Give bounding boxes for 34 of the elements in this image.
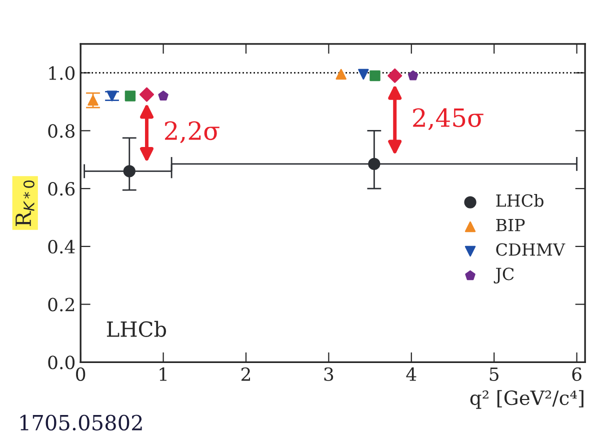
point [106,90,118,102]
y-tick-label: 0.6 [48,182,75,196]
x-axis-title: q² [GeV²/c⁴] [470,390,584,409]
legend-label: LHCb [496,194,544,207]
annotation: LHCb [106,320,166,338]
y-tick-label: 0.0 [48,356,75,370]
point [158,90,168,100]
x-tick-label: 4 [406,367,416,381]
point [358,68,369,80]
point [370,70,380,82]
legend-label: JC [494,268,514,284]
y-tick-label: 0.2 [48,298,74,312]
x-tick-label: 1 [160,367,166,381]
x-tick-label: 0 [76,367,86,382]
x-tick-label: 3 [324,367,334,382]
x-tick-label: 2 [241,367,250,381]
x-tick-label: 6 [572,367,582,382]
y-tick-label: 0.8 [48,124,75,138]
point [368,158,380,170]
point [123,165,136,178]
text: 1705.05802 [20,414,142,431]
annotation: 2,45σ [413,108,484,130]
y-tick-label: 0.4 [48,240,75,254]
y-tick-label: 1.0 [49,66,75,80]
point [408,70,418,80]
y-axis-title: R$_{K*0}$ [16,180,34,226]
point [124,90,136,102]
point [139,87,154,102]
x-tick-label: 5 [490,368,498,382]
annotation: 2,2σ [164,121,220,144]
point [388,68,402,84]
point [336,68,346,80]
legend-label: CDHMV [496,243,566,256]
legend-label: BIP [496,218,525,232]
